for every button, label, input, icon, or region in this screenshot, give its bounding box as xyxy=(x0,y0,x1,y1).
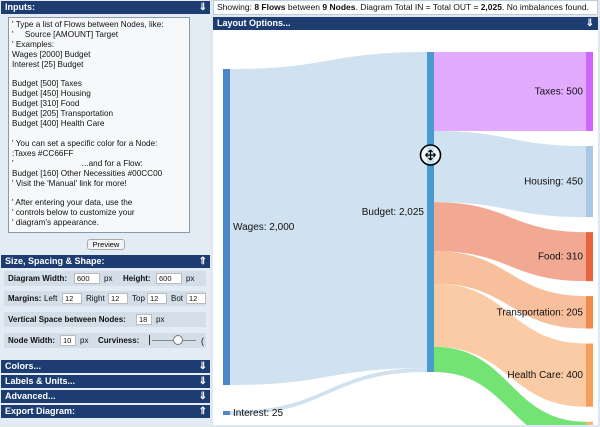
status-flows: 8 Flows xyxy=(254,2,286,12)
node-label-housing: Housing: 450 xyxy=(524,177,583,188)
status-prefix: Showing: xyxy=(217,2,255,12)
preview-button[interactable]: Preview xyxy=(87,239,125,250)
node-label-interest: Interest: 25 xyxy=(233,408,283,419)
status-total: 2,025 xyxy=(480,2,502,12)
colors-title: Colors... xyxy=(5,361,42,371)
status-middle: . Diagram Total IN = Total OUT = xyxy=(355,2,481,12)
curviness-label: Curviness: xyxy=(98,336,140,345)
px-unit: px xyxy=(186,274,195,283)
advanced-section-header[interactable]: Advanced... ⇓ xyxy=(1,390,210,403)
expand-down-icon[interactable]: ⇓ xyxy=(198,391,207,402)
node-label-budget: Budget: 2,025 xyxy=(362,207,425,218)
sankey-canvas: Wages: 2,000 Interest: 25 Budget: 2,025 Tax… xyxy=(213,30,598,427)
expand-down-icon[interactable]: ⇓ xyxy=(198,376,207,387)
node-food[interactable] xyxy=(586,232,593,282)
sankey-flows xyxy=(230,52,586,427)
diagram-width-label: Diagram Width: xyxy=(8,274,68,283)
diagram-size-row: Diagram Width: 600 px Height: 600 px xyxy=(4,271,206,286)
labels-units-section-header[interactable]: Labels & Units... ⇓ xyxy=(1,375,210,388)
flow-budget-to-transportation[interactable] xyxy=(434,251,586,329)
flow-interest-to-budget[interactable] xyxy=(230,368,427,415)
px-unit: px xyxy=(80,336,89,345)
inputs-title: Inputs: xyxy=(5,2,35,12)
expand-down-icon[interactable]: ⇓ xyxy=(585,18,594,29)
node-label-wages: Wages: 2,000 xyxy=(233,222,295,233)
vspace-input[interactable]: 18 xyxy=(136,314,152,325)
diagram-width-input[interactable]: 600 xyxy=(74,273,100,284)
margin-top-label: Top xyxy=(132,294,145,303)
flow-budget-to-other-necessities[interactable] xyxy=(434,346,586,427)
flow-budget-to-health-care[interactable] xyxy=(434,283,586,407)
margin-bot-input[interactable]: 12 xyxy=(186,293,206,304)
size-section-header[interactable]: Size, Spacing & Shape: ⇑ xyxy=(1,255,210,268)
collapse-up-icon[interactable]: ⇑ xyxy=(198,256,207,267)
collapse-up-icon[interactable]: ⇑ xyxy=(198,406,207,417)
left-panel: Inputs: ⇓ Preview Size, Spacing & Shape:… xyxy=(0,0,211,425)
advanced-title: Advanced... xyxy=(5,391,56,401)
margin-top-input[interactable]: 12 xyxy=(147,293,167,304)
sankey-diagram: Wages: 2,000 Interest: 25 Budget: 2,025 Tax… xyxy=(223,52,593,427)
colors-section-header[interactable]: Colors... ⇓ xyxy=(1,360,210,373)
curviness-slider[interactable]: ( xyxy=(149,335,204,346)
export-section-header[interactable]: Export Diagram: ⇑ xyxy=(1,405,210,418)
margin-left-label: Left xyxy=(44,294,58,303)
node-housing[interactable] xyxy=(586,146,593,218)
height-input[interactable]: 600 xyxy=(156,273,182,284)
collapse-down-icon[interactable]: ⇓ xyxy=(198,2,207,13)
sankey-nodes xyxy=(223,52,593,427)
node-label-transportation: Transportation: 205 xyxy=(497,307,584,318)
node-label-taxes: Taxes: 500 xyxy=(535,87,584,98)
node-other-necessities[interactable] xyxy=(586,421,593,427)
node-label-health-care: Health Care: 400 xyxy=(507,370,583,381)
flow-budget-to-housing[interactable] xyxy=(434,131,586,218)
node-interest[interactable] xyxy=(223,411,230,415)
height-label: Height: xyxy=(123,274,151,283)
flows-input[interactable] xyxy=(8,17,190,233)
node-health-care[interactable] xyxy=(586,343,593,407)
flow-budget-to-taxes[interactable] xyxy=(434,52,586,132)
expand-down-icon[interactable]: ⇓ xyxy=(198,361,207,372)
status-suffix: . No imbalances found. xyxy=(501,2,589,12)
node-width-label: Node Width: xyxy=(8,336,56,345)
layout-options-header[interactable]: Layout Options... ⇓ xyxy=(213,17,598,30)
size-section-title: Size, Spacing & Shape: xyxy=(5,256,105,266)
curviness-slider-thumb[interactable] xyxy=(173,335,184,345)
node-wages[interactable] xyxy=(223,69,230,386)
margins-row: Margins: Left 12 Right 12 Top 12 Bot 12 xyxy=(4,291,206,306)
margin-right-label: Right xyxy=(86,294,105,303)
px-unit: px xyxy=(104,274,113,283)
layout-options-title: Layout Options... xyxy=(217,18,291,28)
node-label-food: Food: 310 xyxy=(538,252,583,263)
node-width-input[interactable]: 10 xyxy=(60,335,76,346)
sankey-labels: Wages: 2,000 Interest: 25 Budget: 2,025 Tax… xyxy=(233,87,584,420)
export-title: Export Diagram: xyxy=(5,406,76,416)
node-budget[interactable] xyxy=(427,52,434,372)
labels-units-title: Labels & Units... xyxy=(5,376,76,386)
vspace-row: Vertical Space between Nodes: 18 px xyxy=(4,312,206,327)
margin-right-input[interactable]: 12 xyxy=(108,293,128,304)
node-transportation[interactable] xyxy=(586,296,593,329)
status-nodes: 9 Nodes xyxy=(322,2,356,12)
margins-label: Margins: xyxy=(8,294,42,303)
move-cursor-icon xyxy=(419,144,442,166)
export-cutoff xyxy=(6,419,196,425)
margin-bot-label: Bot xyxy=(171,294,184,303)
flow-wages-to-budget[interactable] xyxy=(230,52,427,386)
margin-left-input[interactable]: 12 xyxy=(62,293,82,304)
status-between: between xyxy=(285,2,323,12)
inputs-section-header[interactable]: Inputs: ⇓ xyxy=(1,1,210,14)
flow-budget-to-food[interactable] xyxy=(434,202,586,282)
node-taxes[interactable] xyxy=(586,52,593,132)
px-unit: px xyxy=(156,315,165,324)
node-width-row: Node Width: 10 px Curviness: ( xyxy=(4,333,206,348)
vspace-label: Vertical Space between Nodes: xyxy=(8,315,126,324)
status-bar: Showing: 8 Flows between 9 Nodes. Diagra… xyxy=(213,0,598,15)
